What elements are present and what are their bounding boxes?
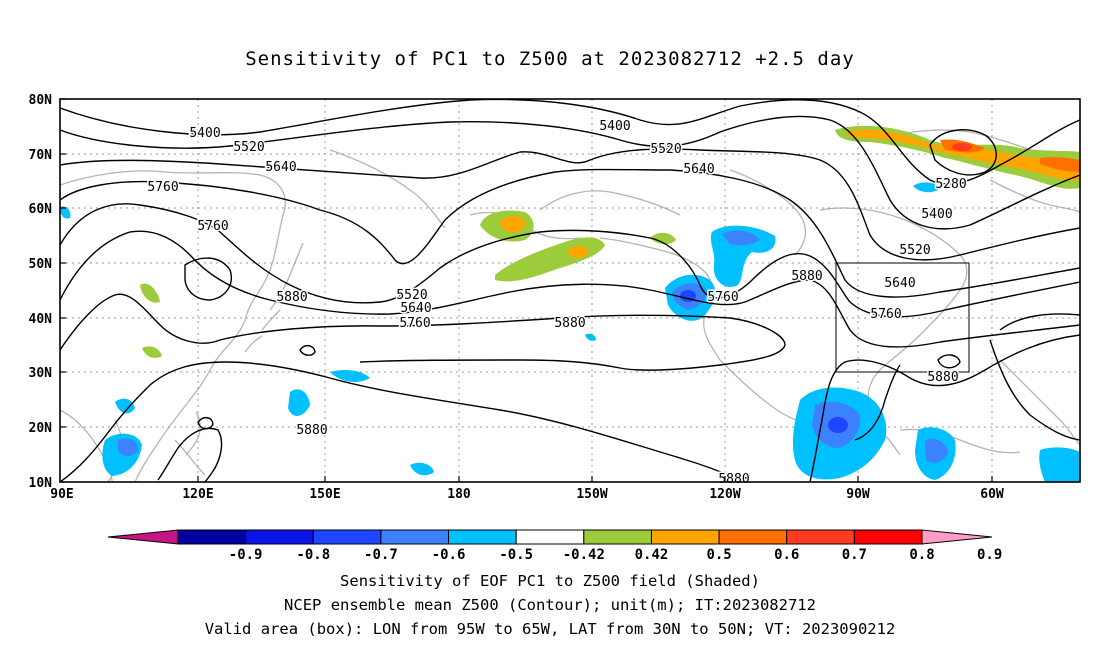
- lat-label: 30N: [29, 366, 53, 381]
- colorbar-label: 0.8: [909, 547, 934, 563]
- caption-line-3: Valid area (box): LON from 95W to 65W, L…: [204, 620, 896, 638]
- contour-label-5640: 5640: [265, 160, 296, 175]
- contour-label-5880: 5880: [927, 370, 958, 385]
- colorbar-label: 0.42: [635, 547, 669, 563]
- colorbar-segment: [650, 529, 720, 545]
- caption-line-2: NCEP ensemble mean Z500 (Contour); unit(…: [284, 596, 816, 614]
- lat-label: 70N: [29, 148, 53, 163]
- contour-label-5640: 5640: [683, 162, 714, 177]
- lon-label: 180: [447, 487, 471, 502]
- colorbar-label: -0.7: [364, 547, 398, 563]
- colorbar-segment: [380, 529, 450, 545]
- colorbar-label: -0.9: [229, 547, 263, 563]
- colorbar-segment: [786, 529, 855, 545]
- lon-label: 90E: [50, 487, 73, 502]
- colorbar-segment: [853, 529, 923, 545]
- contour-label-5520: 5520: [899, 243, 930, 258]
- contour-label-5280: 5280: [935, 177, 966, 192]
- lon-label: 60W: [980, 487, 1004, 502]
- colorbar-left-arrow: [107, 529, 179, 545]
- lon-label: 120E: [182, 487, 213, 502]
- contour-label-5760: 5760: [147, 180, 178, 195]
- lon-label: 90W: [846, 487, 870, 502]
- contour-label-5640: 5640: [400, 301, 431, 316]
- lat-label: 40N: [29, 312, 53, 327]
- contour-label-5880: 5880: [791, 269, 822, 284]
- axis-ticks: [60, 98, 993, 482]
- colorbar-segment: [718, 529, 788, 545]
- lon-label: 150E: [309, 487, 340, 502]
- colorbar-segment: [245, 529, 314, 545]
- map-frame: [59, 98, 1081, 483]
- colorbar-label: 0.7: [842, 547, 867, 563]
- colorbar-segment: [583, 529, 652, 545]
- colorbar-label: 0.5: [706, 547, 731, 563]
- lat-label: 20N: [29, 421, 53, 436]
- lat-label: 80N: [29, 93, 53, 108]
- map-title: Sensitivity of PC1 to Z500 at 2023082712…: [245, 48, 855, 70]
- contour-label-5400: 5400: [599, 119, 630, 134]
- colorbar: [107, 529, 993, 545]
- colorbar-label: -0.5: [499, 547, 533, 563]
- caption-line-1: Sensitivity of EOF PC1 to Z500 field (Sh…: [340, 572, 760, 590]
- colorbar-segment: [448, 529, 517, 545]
- z500-contours: [60, 99, 1080, 482]
- colorbar-label: -0.42: [563, 547, 605, 563]
- contour-label-5400: 5400: [189, 126, 220, 141]
- colorbar-label: 0.6: [774, 547, 799, 563]
- contour-label-5880: 5880: [718, 472, 749, 487]
- colorbar-right-arrow: [921, 529, 993, 545]
- colorbar-label: 0.9: [977, 547, 1002, 563]
- contour-label-5400: 5400: [921, 207, 952, 222]
- contour-label-5520: 5520: [650, 142, 681, 157]
- contour-label-5640: 5640: [884, 276, 915, 291]
- contour-label-5760: 5760: [870, 307, 901, 322]
- contour-label-5880: 5880: [276, 290, 307, 305]
- colorbar-segment: [312, 529, 382, 545]
- valid-area-box: [835, 262, 970, 373]
- contour-label-5760: 5760: [707, 290, 738, 305]
- colorbar-label: -0.8: [296, 547, 330, 563]
- colorbar-label: -0.6: [432, 547, 466, 563]
- lon-label: 150W: [576, 487, 607, 502]
- contour-label-5520: 5520: [233, 140, 264, 155]
- contour-label-5760: 5760: [197, 219, 228, 234]
- colorbar-segment: [515, 529, 585, 545]
- lat-label: 50N: [29, 257, 53, 272]
- lat-label: 60N: [29, 202, 53, 217]
- contour-label-5880: 5880: [554, 316, 585, 331]
- shaded-sensitivity: [60, 125, 1080, 482]
- colorbar-segment: [177, 529, 247, 545]
- contour-label-5880: 5880: [296, 423, 327, 438]
- lat-label: 10N: [29, 476, 53, 491]
- contour-label-5520: 5520: [396, 288, 427, 303]
- lon-label: 120W: [709, 487, 740, 502]
- colorbar-labels: -0.9 -0.8 -0.7 -0.6 -0.5 -0.42 0.42 0.5 0.6 0.7 0.…: [229, 547, 1003, 563]
- contour-label-5760: 5760: [399, 316, 430, 331]
